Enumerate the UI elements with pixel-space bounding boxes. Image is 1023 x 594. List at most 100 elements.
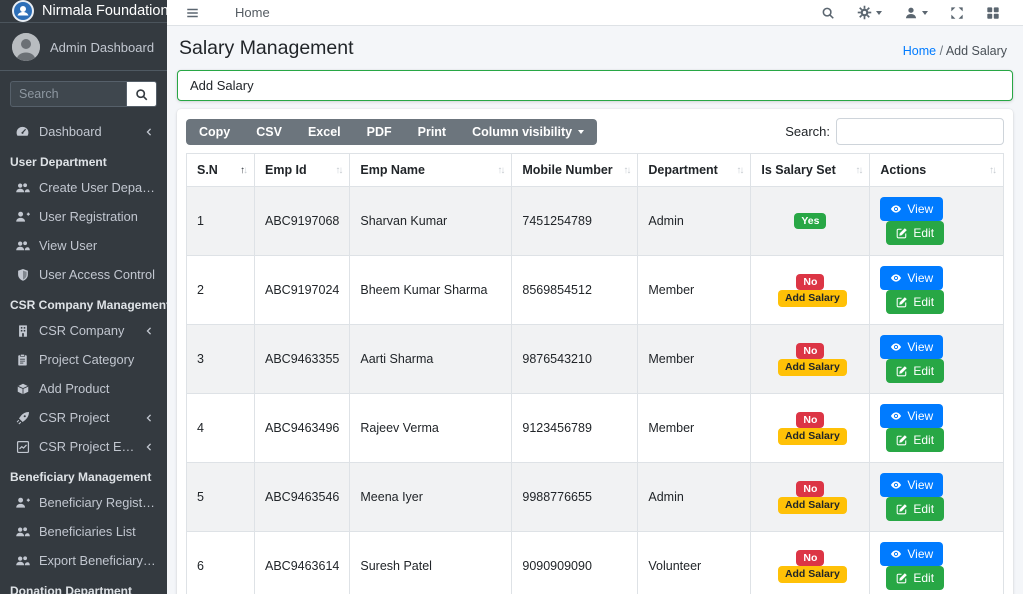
edit-button-label: Edit — [913, 433, 935, 447]
page-title: Salary Management — [179, 37, 354, 59]
csv-button[interactable]: CSV — [243, 119, 295, 145]
sidebar-item-beneficiaries-list[interactable]: Beneficiaries List — [0, 517, 167, 546]
top-navbar: Home — [167, 0, 1023, 26]
user-dropdown-button[interactable] — [895, 1, 937, 25]
sidebar-item-add-product[interactable]: Add Product — [0, 374, 167, 403]
card-title: Add Salary — [190, 78, 254, 93]
sidebar-item-label: Add Product — [39, 381, 110, 396]
sidebar-item-beneficiary-registration[interactable]: Beneficiary Registration — [0, 488, 167, 517]
navbar-home-link[interactable]: Home — [235, 5, 270, 20]
user-plus-icon — [14, 495, 31, 510]
table-search-input[interactable] — [836, 118, 1004, 145]
edit-pencil-icon — [896, 227, 908, 239]
sidebar-search-input[interactable] — [10, 81, 127, 107]
cell-mobile: 9123456789 — [511, 393, 639, 463]
edit-button-label: Edit — [913, 571, 935, 585]
cell-department: Admin — [637, 186, 752, 256]
excel-button[interactable]: Excel — [295, 119, 354, 145]
content-header: Salary Management Home / Add Salary — [167, 26, 1023, 69]
add-salary-badge[interactable]: Add Salary — [777, 290, 847, 307]
chevron-left-icon — [144, 442, 155, 452]
breadcrumb-home-link[interactable]: Home — [902, 44, 937, 58]
cell-mobile: 9876543210 — [511, 324, 639, 394]
edit-pencil-icon — [896, 296, 908, 308]
building-icon — [14, 324, 31, 338]
add-salary-badge[interactable]: Add Salary — [777, 566, 847, 583]
column-header-emp-id[interactable]: Emp Id ↑↓ — [253, 153, 351, 187]
pdf-button[interactable]: PDF — [354, 119, 405, 145]
brand-title: Nirmala Foundation — [42, 3, 167, 19]
table-body: 1 ABC9197068 Sharvan Kumar 7451254789 Ad… — [186, 186, 1004, 594]
cell-mobile: 8569854512 — [511, 255, 639, 325]
view-button[interactable]: View — [880, 266, 944, 290]
cell-department: Member — [637, 324, 752, 394]
sidebar-item-csr-project-expanse[interactable]: CSR Project Expanse — [0, 432, 167, 461]
view-button[interactable]: View — [880, 404, 944, 428]
edit-button[interactable]: Edit — [886, 566, 945, 590]
sidebar-brand[interactable]: Nirmala Foundation — [0, 0, 167, 23]
user-name[interactable]: Admin Dashboard — [50, 39, 155, 55]
sidebar-item-project-category[interactable]: Project Category — [0, 345, 167, 374]
add-salary-badge[interactable]: Add Salary — [777, 497, 847, 514]
table-row: 1 ABC9197068 Sharvan Kumar 7451254789 Ad… — [186, 186, 1004, 256]
view-button[interactable]: View — [880, 197, 944, 221]
add-salary-badge[interactable]: Add Salary — [777, 428, 847, 445]
column-header-emp-name[interactable]: Emp Name ↑↓ — [349, 153, 513, 187]
sort-icon: ↑↓ — [989, 164, 997, 176]
column-header-actions[interactable]: Actions ↑↓ — [869, 153, 1004, 187]
print-button[interactable]: Print — [405, 119, 459, 145]
fullscreen-button[interactable] — [941, 1, 973, 25]
edit-pencil-icon — [896, 503, 908, 515]
view-button[interactable]: View — [880, 542, 944, 566]
sidebar-item-csr-project[interactable]: CSR Project — [0, 403, 167, 432]
grid-menu-button[interactable] — [977, 1, 1009, 25]
table-row: 4 ABC9463496 Rajeev Verma 9123456789 Mem… — [186, 393, 1004, 463]
cell-mobile: 7451254789 — [511, 186, 639, 256]
cell-sn: 4 — [186, 393, 255, 463]
table-search-label: Search: — [785, 124, 830, 139]
settings-dropdown-button[interactable] — [848, 0, 891, 25]
column-header-is-salary-set[interactable]: Is Salary Set ↑↓ — [750, 153, 871, 187]
sidebar-item-csr-company[interactable]: CSR Company — [0, 316, 167, 345]
caret-down-icon — [922, 10, 928, 15]
view-button[interactable]: View — [880, 335, 944, 359]
edit-button[interactable]: Edit — [886, 428, 945, 452]
navbar-search-button[interactable] — [812, 1, 844, 25]
copy-button[interactable]: Copy — [186, 119, 243, 145]
user-avatar[interactable] — [12, 33, 40, 61]
add-salary-badge[interactable]: Add Salary — [777, 359, 847, 376]
edit-button[interactable]: Edit — [886, 290, 945, 314]
sort-icon: ↑↓ — [497, 164, 505, 176]
sidebar-item-export-beneficiary-data[interactable]: Export Beneficiary Data — [0, 546, 167, 575]
salary-table-card: Copy CSV Excel PDF Print Column visibili… — [177, 109, 1013, 594]
edit-button[interactable]: Edit — [886, 497, 945, 521]
view-button-label: View — [907, 478, 934, 492]
chevron-left-icon — [144, 326, 155, 336]
cell-is-salary-set: No Add Salary — [750, 324, 871, 394]
column-header-department[interactable]: Department ↑↓ — [637, 153, 752, 187]
column-visibility-dropdown[interactable]: Column visibility — [459, 119, 597, 145]
column-header-sn[interactable]: S.N ↑↓ — [186, 153, 255, 187]
sidebar-item-user-registration[interactable]: User Registration — [0, 202, 167, 231]
edit-button[interactable]: Edit — [886, 221, 945, 245]
cell-department: Admin — [637, 462, 752, 532]
view-button-label: View — [907, 409, 934, 423]
view-button[interactable]: View — [880, 473, 944, 497]
column-header-mobile[interactable]: Mobile Number ↑↓ — [511, 153, 639, 187]
cell-mobile: 9988776655 — [511, 462, 639, 532]
breadcrumb-separator: / — [939, 44, 944, 58]
cell-sn: 2 — [186, 255, 255, 325]
sidebar-search-button[interactable] — [127, 81, 157, 107]
edit-button[interactable]: Edit — [886, 359, 945, 383]
edit-button-label: Edit — [913, 295, 935, 309]
sidebar-item-dashboard[interactable]: Dashboard — [0, 117, 167, 146]
sidebar-item-user-access-control[interactable]: User Access Control — [0, 260, 167, 289]
sidebar-item-view-user[interactable]: View User — [0, 231, 167, 260]
chevron-left-icon — [144, 413, 155, 423]
sidebar-item-create-user-department[interactable]: Create User Department — [0, 173, 167, 202]
hamburger-icon — [185, 6, 200, 20]
view-button-label: View — [907, 202, 934, 216]
breadcrumb-current: Add Salary — [945, 44, 1007, 58]
sidebar-toggle-button[interactable] — [185, 1, 209, 25]
